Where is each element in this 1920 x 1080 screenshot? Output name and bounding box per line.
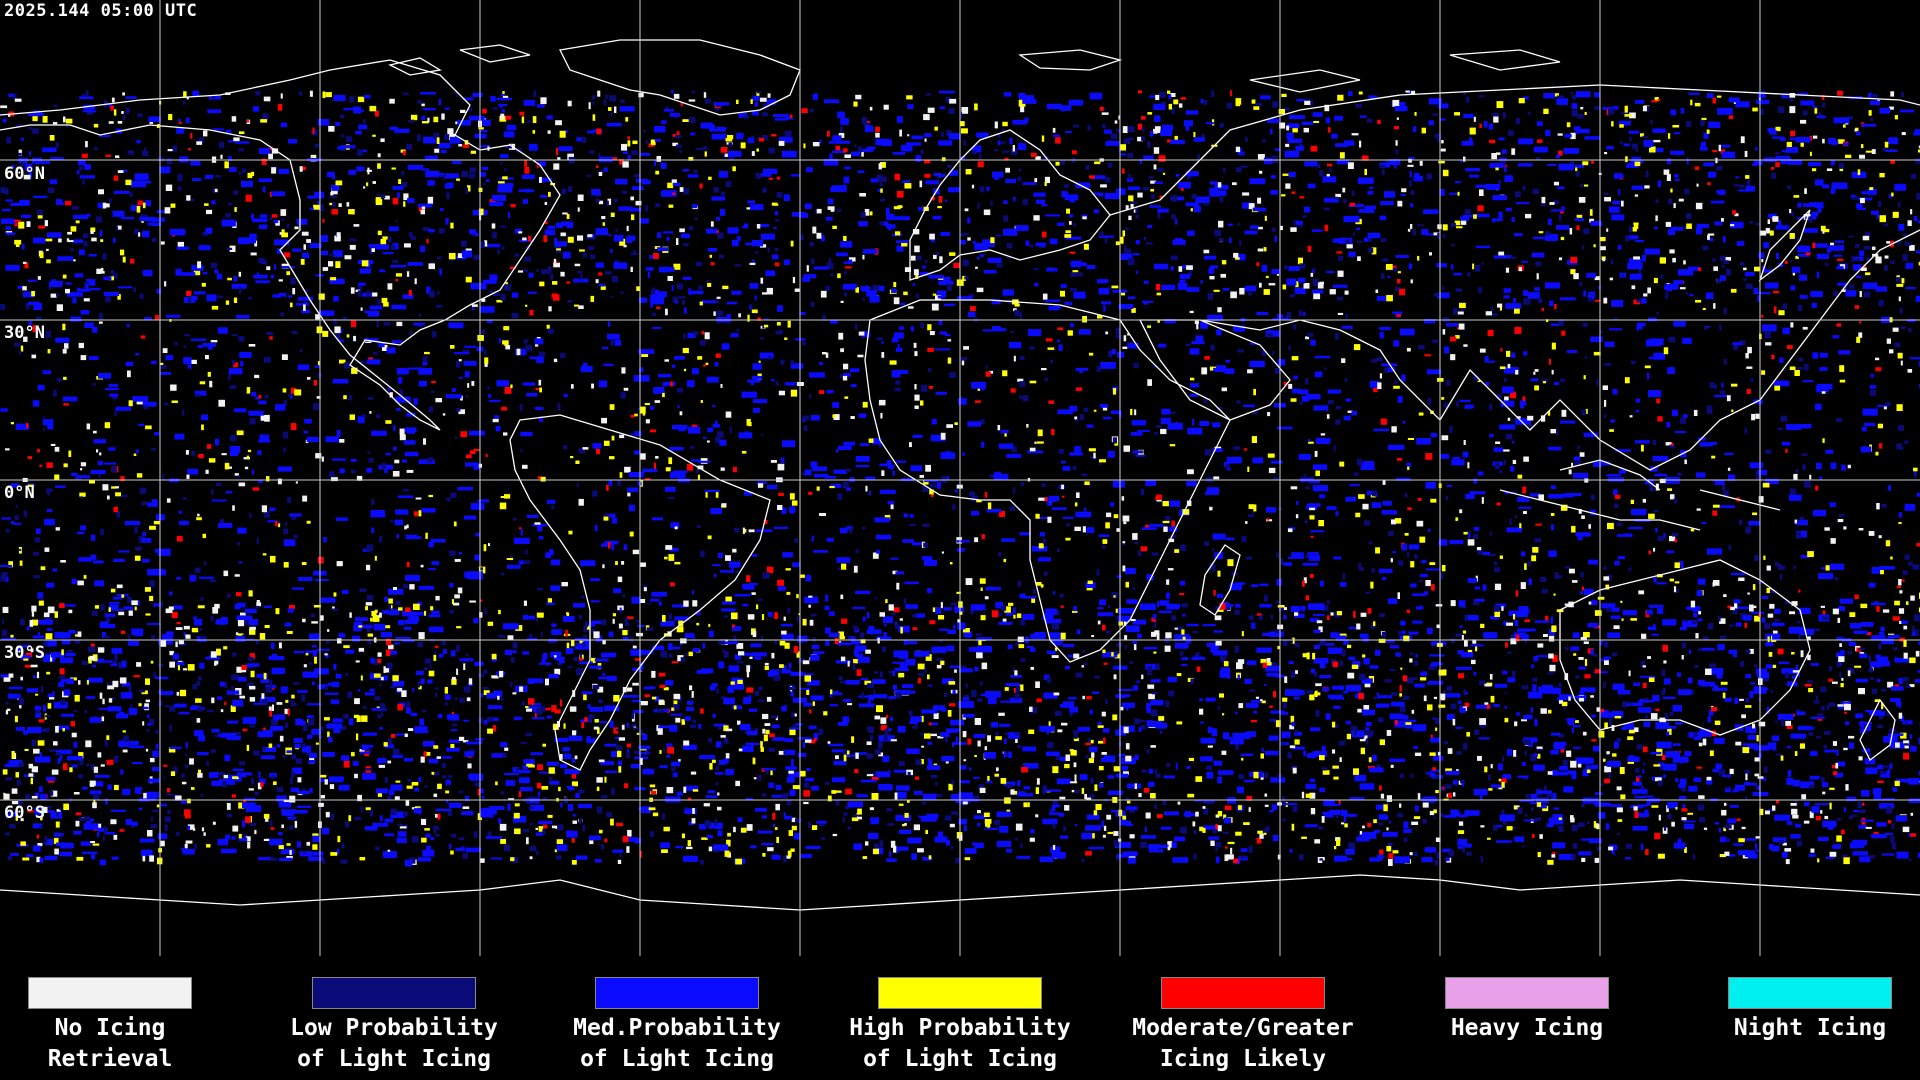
- coast-madagascar: [1199, 544, 1241, 616]
- legend-label-low-probability: Low Probability of Light Icing: [290, 1015, 498, 1072]
- legend-swatch-low-probability: [312, 977, 476, 1009]
- coast-north-america: [0, 59, 561, 431]
- lat-label-30n: 30°N: [4, 323, 45, 343]
- lat-label-60s: 60°S: [4, 803, 45, 823]
- lat-label-30s: 30°S: [4, 643, 45, 663]
- coast-europe: [909, 129, 1111, 281]
- legend-label-moderate-greater: Moderate/Greater Icing Likely: [1132, 1015, 1354, 1072]
- coast-arctic-islands: [388, 44, 1561, 93]
- coast-australia: [1559, 559, 1811, 736]
- legend-label-med-probability: Med.Probability of Light Icing: [573, 1015, 781, 1072]
- lat-label-0: 0°N: [4, 483, 35, 503]
- legend-swatch-high-probability: [878, 977, 1042, 1009]
- coast-africa: [864, 299, 1231, 663]
- lat-label-60n: 60°N: [4, 164, 45, 184]
- legend-item-no-icing: No Icing Retrieval: [0, 977, 240, 1075]
- coast-greenland: [559, 39, 801, 116]
- timestamp: 2025.144 05:00 UTC: [4, 1, 198, 21]
- legend-swatch-moderate-greater: [1161, 977, 1325, 1009]
- legend-item-low-probability: Low Probability of Light Icing: [264, 977, 524, 1075]
- legend-label-night-icing: Night Icing: [1733, 1015, 1887, 1041]
- legend-label-heavy-icing: Heavy Icing: [1450, 1015, 1604, 1041]
- legend-swatch-heavy-icing: [1445, 977, 1609, 1009]
- legend-label-high-probability: High Probability of Light Icing: [849, 1015, 1071, 1072]
- legend-item-moderate-greater: Moderate/Greater Icing Likely: [1113, 977, 1373, 1075]
- coast-asia: [1109, 84, 1920, 471]
- legend-item-high-probability: High Probability of Light Icing: [830, 977, 1090, 1075]
- legend-item-night-icing: Night Icing: [1680, 977, 1920, 1044]
- lat-lon-gridlines: [0, 0, 1920, 956]
- legend-swatch-no-icing: [28, 977, 192, 1009]
- legend-swatch-med-probability: [595, 977, 759, 1009]
- legend: No Icing Retrieval Low Probability of Li…: [0, 960, 1920, 1080]
- legend-item-heavy-icing: Heavy Icing: [1397, 977, 1657, 1044]
- coast-new-zealand: [1859, 698, 1896, 761]
- icing-map: [0, 0, 1920, 956]
- icing-fields: [0, 90, 1920, 867]
- coast-arabia: [1138, 319, 1291, 421]
- legend-label-no-icing: No Icing Retrieval: [47, 1015, 173, 1072]
- legend-swatch-night-icing: [1728, 977, 1892, 1009]
- legend-item-med-probability: Med.Probability of Light Icing: [547, 977, 807, 1075]
